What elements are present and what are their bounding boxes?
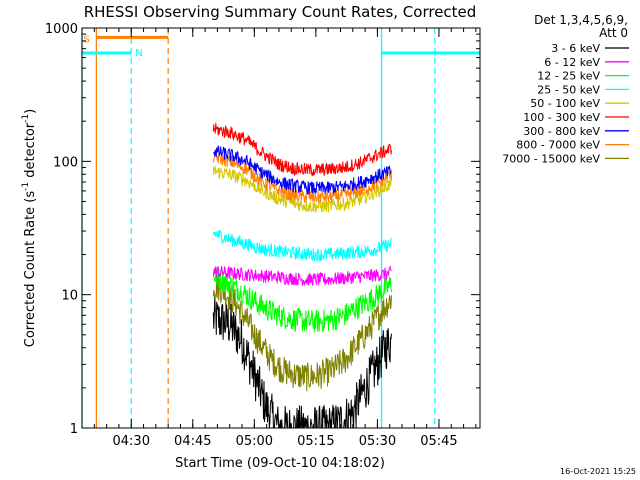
legend-label: 800 - 7000 keV bbox=[516, 139, 600, 152]
x-tick-label: 05:00 bbox=[236, 434, 273, 449]
series-line bbox=[212, 274, 392, 392]
saa-label: S bbox=[83, 34, 89, 45]
night-label: N bbox=[135, 48, 142, 59]
legend-header-attenuator: Att 0 bbox=[599, 26, 628, 40]
x-tick-label: 05:15 bbox=[297, 434, 334, 449]
y-axis-label-part: ) bbox=[23, 109, 38, 114]
plot-frame bbox=[81, 27, 481, 429]
series-line bbox=[212, 145, 392, 195]
legend-label: 300 - 800 keV bbox=[523, 125, 600, 138]
legend-label: 100 - 300 keV bbox=[523, 111, 600, 124]
y-axis-label-part: detector bbox=[23, 122, 38, 182]
series-line bbox=[212, 122, 392, 177]
y-axis-label-superscript: -1 bbox=[21, 182, 31, 191]
legend-label: 50 - 100 keV bbox=[530, 97, 600, 110]
generation-timestamp: 16-Oct-2021 15:25 bbox=[560, 467, 636, 476]
x-tick-label: 05:45 bbox=[420, 434, 457, 449]
y-tick-label: 1 bbox=[70, 422, 78, 437]
y-axis: 1 10 100 1000 bbox=[45, 22, 480, 437]
x-tick-label: 04:30 bbox=[113, 434, 150, 449]
x-tick-label: 04:45 bbox=[174, 434, 211, 449]
series-line bbox=[212, 266, 392, 333]
series-line bbox=[212, 296, 392, 429]
series-line bbox=[212, 265, 392, 287]
x-axis-label: Start Time (09-Oct-10 04:18:02) bbox=[175, 456, 385, 471]
y-tick-label: 100 bbox=[53, 155, 78, 170]
y-tick-label: 1000 bbox=[45, 22, 78, 37]
legend-label: 25 - 50 keV bbox=[537, 83, 600, 96]
y-axis-label-superscript: -1 bbox=[21, 114, 31, 123]
y-axis-label-part: Corrected Count Rate (s bbox=[23, 191, 38, 348]
legend-label: 7000 - 15000 keV bbox=[502, 152, 600, 165]
series-line bbox=[212, 230, 392, 262]
legend-label: 12 - 25 keV bbox=[537, 70, 600, 83]
legend-header-detectors: Det 1,3,4,5,6,9, bbox=[534, 13, 628, 27]
legend-label: 6 - 12 keV bbox=[544, 56, 600, 69]
y-axis-label: Corrected Count Rate (s-1 detector-1) bbox=[21, 109, 38, 347]
x-tick-label: 05:30 bbox=[359, 434, 396, 449]
legend-label: 3 - 6 keV bbox=[551, 42, 600, 55]
y-tick-label: 10 bbox=[61, 289, 78, 304]
chart-title: RHESSI Observing Summary Count Rates, Co… bbox=[84, 3, 477, 21]
series-line bbox=[212, 166, 392, 213]
series-line bbox=[212, 149, 392, 203]
x-axis: 04:30 04:45 05:00 05:15 05:30 05:45 bbox=[81, 28, 477, 449]
